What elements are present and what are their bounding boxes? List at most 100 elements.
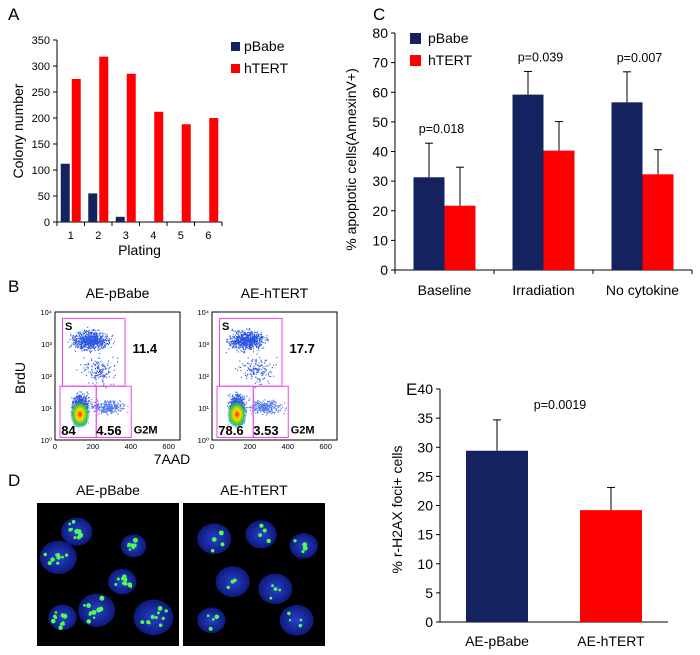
flow-dot [261,408,263,410]
flow-dot [101,372,103,374]
flow-dot [240,338,242,340]
flow-dot [257,346,259,348]
flow-dot [81,345,83,347]
flow-dot [74,336,76,338]
flow-dot [86,350,88,352]
flow-dot [87,337,89,339]
flow-dot [100,332,102,334]
flow-dot [79,341,81,343]
flow-dot [94,338,96,340]
flow-dot [230,344,232,346]
flow-dot [229,335,231,337]
flow-dot [238,395,240,397]
flow-dot [87,340,89,342]
y-tick-label-e: 25 [417,468,433,484]
flow-dot [264,402,266,404]
flow-dot [249,327,251,330]
flow-dot [102,344,104,346]
flow-dot [91,404,94,406]
flow-dot [103,340,105,342]
flow-dot [259,383,261,386]
flow-dot [116,406,118,408]
flow-dot [237,336,239,338]
flow-dot [83,397,85,399]
flow-dot [99,409,101,411]
flow-dot [231,328,233,330]
flow-dot [84,369,87,371]
flow-dot [260,369,262,371]
flow-dot [249,366,251,368]
flow-dot [123,404,125,407]
foci-dot [88,613,92,616]
flow-dot [249,336,252,338]
flow-dot [235,393,237,396]
flow-dot [107,405,109,407]
flow-dot [95,340,97,342]
nucleus [279,604,314,636]
flow-dot [258,364,260,366]
flow-dot [123,405,125,407]
flow-x-tick: 600 [319,442,332,451]
flow-dot [244,397,246,399]
x-category-label-c: Baseline [418,282,472,298]
flow-dot [97,374,99,376]
flow-dot [253,348,255,350]
flow-dot [102,374,104,376]
flow-dot [103,383,105,385]
flow-dot [264,407,266,409]
flow-dot [101,409,103,411]
flow-dot [247,337,249,339]
flow-dot [96,361,98,363]
flow-dot [83,395,85,397]
foci-dot [210,548,215,553]
flow-dot [245,407,247,409]
p-value-c: p=0.007 [617,51,663,65]
flow-dot [234,334,237,336]
flow-dot [95,362,98,364]
flow-dot [102,363,104,365]
flow-dot [98,330,100,332]
gate-g2m [252,385,289,438]
flow-density-hotspot [227,400,247,429]
flow-dot [248,367,250,370]
flow-dot [246,338,248,340]
flow-dot [94,347,96,349]
flow-dot [263,405,265,407]
foci-dot [278,588,282,592]
flow-dot [84,338,86,340]
flow-dot [90,346,92,348]
flow-dot [261,374,263,377]
flow-dot [251,347,253,349]
flow-dot [258,406,260,408]
flow-dot [105,387,107,389]
flow-dot [98,338,100,340]
flow-dot [89,339,91,341]
flow-dot [242,339,244,341]
flow-dot [258,344,261,346]
foci-dot [122,576,127,581]
flow-dot [266,359,268,361]
flow-dot [255,364,257,366]
flow-dot [74,401,76,403]
flow-dot [75,345,77,347]
flow-dot [235,343,237,345]
flow-dot [104,376,106,378]
flow-dot [242,339,245,341]
flow-dot [79,331,81,333]
flow-dot [242,331,244,333]
flow-dot [88,329,90,332]
flow-dot [96,341,98,343]
flow-dot [91,336,93,338]
flow-dot [111,409,113,411]
flow-dot [95,346,97,348]
flow-dot [98,348,100,350]
flow-dot [235,341,237,343]
flow-dot [106,334,108,336]
flow-dot [262,413,264,416]
flow-dot [242,341,245,343]
flow-dot [97,340,99,342]
flow-dot [101,404,103,406]
flow-dot [117,361,119,363]
flow-dot [255,340,257,342]
flow-dot [238,347,240,349]
